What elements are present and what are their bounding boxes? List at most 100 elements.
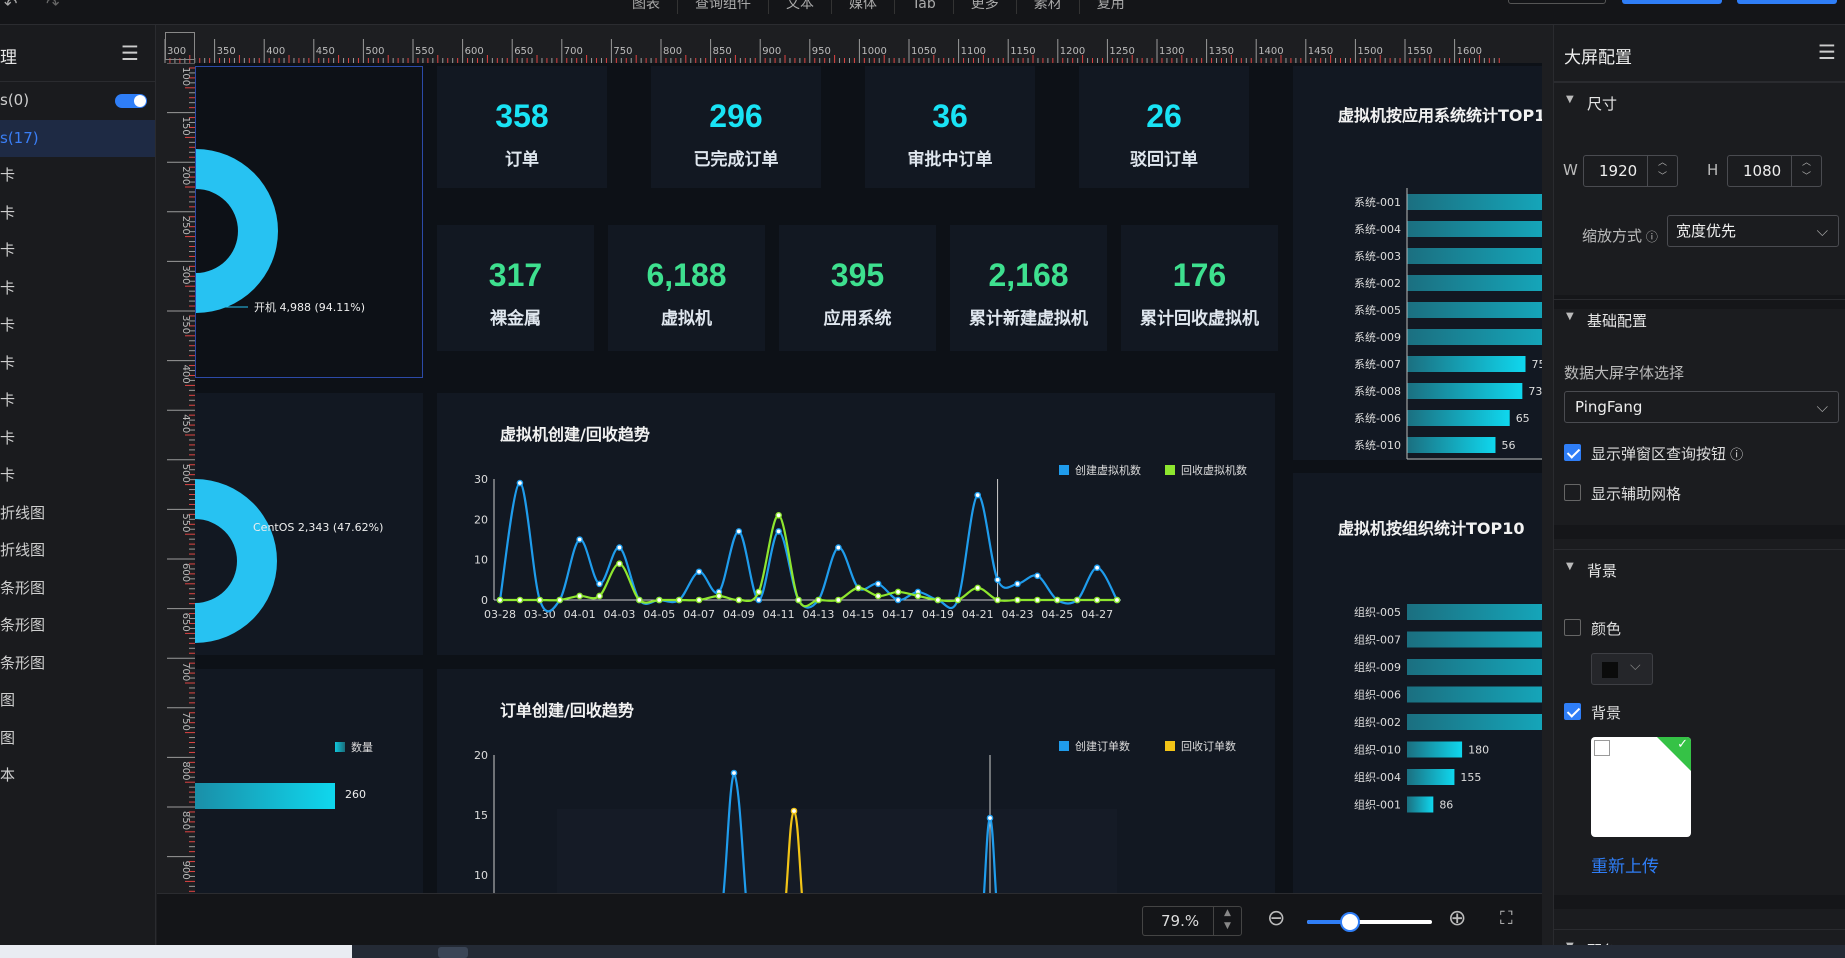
visibility-toggle[interactable] — [115, 94, 147, 108]
menu-chart[interactable]: 图表 — [615, 0, 678, 14]
bar[interactable] — [1407, 659, 1542, 675]
series-point[interactable] — [715, 592, 723, 600]
series-point[interactable] — [755, 588, 763, 596]
scale-mode-select[interactable]: 宽度优先 ⌵ — [1667, 215, 1839, 247]
stat-card[interactable]: 36 审批中订单 — [865, 66, 1035, 188]
bar[interactable] — [1407, 769, 1455, 785]
series-point[interactable] — [576, 536, 583, 543]
series-point[interactable] — [1113, 596, 1121, 604]
show-query-button-checkbox[interactable] — [1564, 444, 1581, 461]
series-point[interactable] — [874, 592, 882, 600]
bar[interactable] — [1407, 248, 1542, 264]
series-point[interactable] — [1073, 596, 1081, 604]
series-point[interactable] — [894, 596, 902, 604]
stat-card[interactable]: 317 裸金属 — [437, 225, 594, 351]
series-point[interactable] — [934, 596, 942, 604]
menu-media[interactable]: 媒体 — [832, 0, 895, 14]
fit-screen-icon[interactable]: ⛶ — [1500, 908, 1513, 929]
menu-material[interactable]: 素材 — [1017, 0, 1080, 14]
series-point[interactable] — [1034, 596, 1041, 604]
series-point[interactable] — [616, 544, 623, 551]
font-select[interactable]: PingFang ⌵ — [1564, 391, 1839, 423]
stat-card[interactable]: 358 订单 — [437, 66, 607, 188]
layer-row[interactable]: 条形图 — [0, 645, 155, 683]
layer-row[interactable]: 卡 — [0, 195, 155, 233]
bar[interactable] — [1407, 329, 1542, 345]
config-menu-icon[interactable]: ☰ — [1818, 40, 1836, 64]
layer-row[interactable]: 卡 — [0, 345, 155, 383]
bar[interactable] — [1407, 383, 1523, 399]
bar[interactable] — [1407, 714, 1542, 730]
series-point[interactable] — [1014, 580, 1021, 588]
series-point[interactable] — [914, 592, 922, 600]
bg-image-checkbox[interactable] — [1564, 703, 1581, 720]
series-point[interactable] — [1053, 596, 1061, 604]
org-top10-panel[interactable]: 虚拟机按组织统计TOP10 组织-005 组织-007 组织-009 组织-006 组织… — [1293, 473, 1542, 893]
zoom-spinner[interactable]: ▲ ▼ — [1213, 907, 1241, 935]
series-point[interactable] — [974, 491, 981, 499]
series-point[interactable] — [775, 528, 782, 535]
stat-card[interactable]: 176 累计回收虚拟机 — [1121, 225, 1278, 351]
menu-more[interactable]: 更多 — [954, 0, 1017, 14]
series-point[interactable] — [986, 814, 994, 822]
height-spinner[interactable]: ︿ ﹀ — [1791, 156, 1821, 186]
menu-tab[interactable]: Tab — [895, 0, 954, 14]
series-point[interactable] — [835, 544, 842, 551]
bar[interactable] — [1407, 194, 1542, 210]
bg-color-checkbox[interactable] — [1564, 619, 1581, 636]
collapse-menu-icon[interactable]: ☰ — [121, 41, 139, 65]
series-point[interactable] — [735, 596, 743, 604]
bar[interactable] — [1407, 302, 1542, 318]
series-point[interactable] — [655, 596, 663, 604]
series-point[interactable] — [1014, 596, 1021, 604]
bar[interactable] — [1407, 686, 1542, 703]
redo-icon[interactable]: ↷ — [46, 0, 60, 13]
bg-image-thumbnail[interactable]: ✓ — [1591, 737, 1691, 837]
series-point[interactable] — [874, 580, 882, 588]
stat-card[interactable]: 2,168 累计新建虚拟机 — [950, 225, 1107, 351]
width-spinner[interactable]: ︿ ﹀ — [1647, 156, 1677, 186]
series-point[interactable] — [516, 596, 524, 604]
stat-card[interactable]: 395 应用系统 — [779, 225, 936, 351]
series-point[interactable] — [790, 807, 798, 815]
layer-row[interactable]: 图 — [0, 720, 155, 758]
stat-card[interactable]: 26 驳回订单 — [1079, 66, 1249, 188]
section-background[interactable]: ▼ 背景 — [1554, 549, 1845, 589]
series-point[interactable] — [1093, 596, 1101, 604]
series-point[interactable] — [775, 512, 782, 519]
layer-row[interactable]: s(0) — [0, 82, 155, 120]
section-size[interactable]: ▼ 尺寸 — [1554, 82, 1845, 122]
series-point[interactable] — [596, 592, 603, 600]
zoom-input[interactable]: 79.% ▲ ▼ — [1142, 906, 1242, 936]
series-point[interactable] — [695, 596, 703, 604]
bar[interactable] — [1407, 631, 1542, 648]
series-point[interactable] — [954, 596, 962, 604]
color-picker[interactable]: ⌵ — [1591, 653, 1653, 685]
donut-panel-power[interactable]: 开机 4,988 (94.11%) — [195, 66, 423, 378]
vm-trend-panel[interactable]: 虚拟机创建/回收趋势 创建虚拟机数 回收虚拟机数 0 10 20 30 03-28 03-… — [437, 393, 1275, 655]
series-point[interactable] — [496, 596, 504, 604]
info-icon[interactable]: ⓘ — [1726, 448, 1744, 463]
layer-row[interactable]: 条形图 — [0, 570, 155, 608]
layer-row[interactable]: 图 — [0, 682, 155, 720]
bar-panel-small[interactable]: 数量 260 — [195, 669, 423, 893]
series-point[interactable] — [596, 580, 603, 588]
series-point[interactable] — [556, 596, 564, 604]
zoom-out-icon[interactable]: ⊖ — [1267, 906, 1286, 931]
series-point[interactable] — [695, 568, 703, 576]
menu-text[interactable]: 文本 — [769, 0, 832, 14]
order-trend-panel[interactable]: 订单创建/回收趋势 创建订单数 回收订单数 10 15 20 — [437, 669, 1275, 893]
series-point[interactable] — [516, 479, 524, 487]
bar[interactable] — [1407, 604, 1542, 620]
series-point[interactable] — [730, 769, 738, 777]
layer-row[interactable]: 卡 — [0, 420, 155, 458]
layer-row[interactable]: 卡 — [0, 457, 155, 495]
stat-card[interactable]: 6,188 虚拟机 — [608, 225, 765, 351]
series-point[interactable] — [795, 596, 802, 604]
section-basic[interactable]: ▼ 基础配置 — [1554, 299, 1845, 339]
series-point[interactable] — [854, 584, 862, 592]
bar[interactable] — [1407, 221, 1542, 237]
layer-row[interactable]: 卡 — [0, 382, 155, 420]
height-input[interactable]: 1080 ︿ ﹀ — [1727, 155, 1822, 187]
series-point[interactable] — [576, 592, 583, 600]
